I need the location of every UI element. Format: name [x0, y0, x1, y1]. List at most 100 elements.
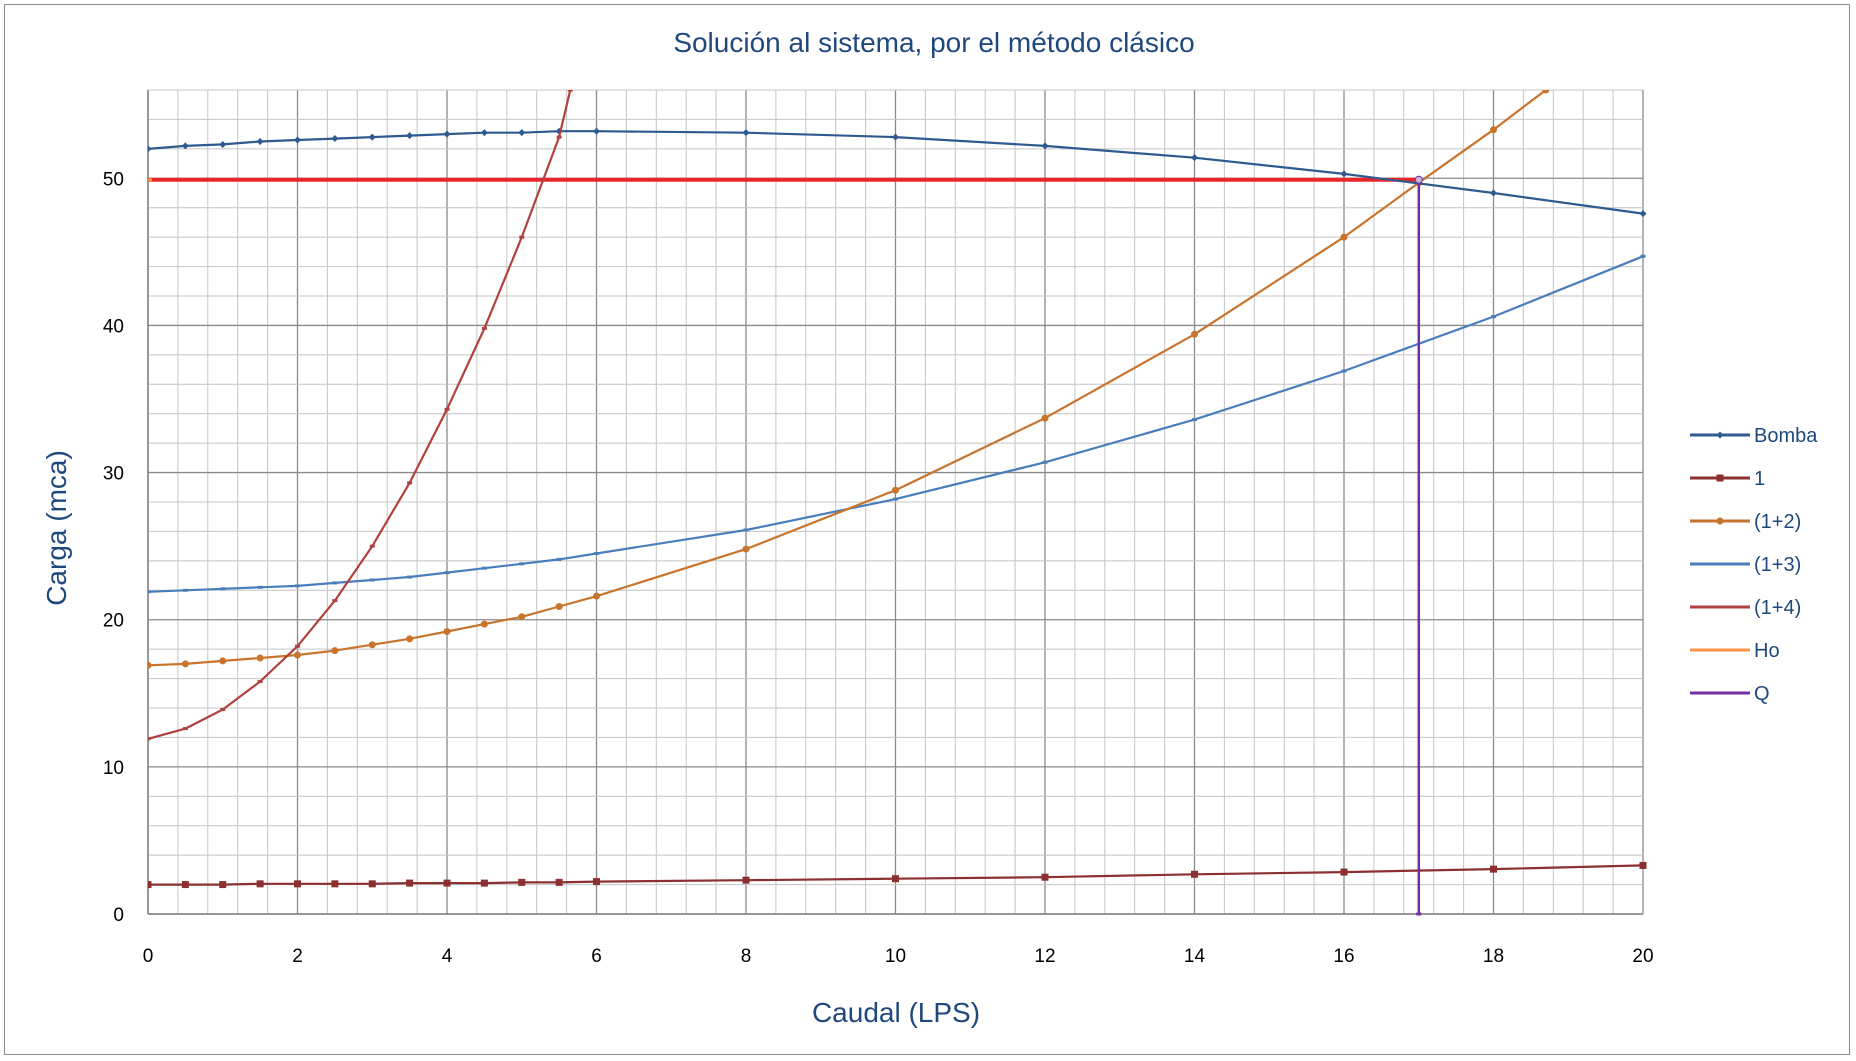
- series-1-point: [1490, 865, 1497, 873]
- series-1-point: [148, 881, 152, 889]
- series-1-2-point: [593, 592, 600, 600]
- series-1-2: [148, 90, 1550, 669]
- series-1-2-point: [742, 545, 750, 553]
- series-1-point: [892, 875, 899, 883]
- x-tick-label: 12: [1034, 946, 1055, 967]
- series-1-3-point: [182, 588, 188, 592]
- series-1-4-point: [332, 599, 338, 603]
- series-ho: [148, 177, 1419, 182]
- series-bomba-point: [1490, 189, 1497, 197]
- intersection-point: [1414, 175, 1423, 184]
- series-1-4-point: [148, 737, 151, 741]
- series-1-point: [256, 880, 264, 888]
- legend-item-1-marker: [1716, 474, 1724, 482]
- series-bomba-point: [219, 140, 227, 148]
- series-bomba-point: [742, 129, 750, 137]
- series-1-point: [480, 879, 488, 887]
- series-1-point: [555, 878, 563, 886]
- series-1-4-point: [481, 326, 487, 330]
- series-1-point: [443, 879, 451, 887]
- legend-item-q: Q: [1690, 683, 1770, 705]
- series-1-point: [1340, 868, 1348, 876]
- series-1-2-point: [518, 613, 526, 621]
- series-bomba-point: [1041, 142, 1049, 150]
- legend-item-bomba-label: Bomba: [1754, 425, 1818, 447]
- series-1-point: [406, 879, 414, 887]
- series-1-3-line: [148, 255, 1644, 593]
- series-1-4-point: [220, 707, 226, 711]
- series-bomba-point: [256, 138, 264, 145]
- y-axis-title: Carga (mca): [41, 450, 72, 606]
- series-1-2-point: [368, 641, 376, 649]
- series-1-4-point: [295, 644, 300, 648]
- legend-item-bomba: Bomba: [1690, 425, 1818, 447]
- legend-item-q-marker: [1717, 691, 1723, 695]
- legend-item-1-3-marker: [1717, 562, 1723, 566]
- legend-item-q-label: Q: [1754, 683, 1770, 705]
- series-bomba-point: [331, 135, 339, 143]
- x-axis-title: Caudal (LPS): [812, 997, 980, 1028]
- series-1-point: [219, 881, 227, 889]
- series-1-3-point: [295, 584, 300, 588]
- series-1-2-point: [181, 660, 189, 668]
- series-1-point: [1639, 861, 1647, 869]
- series-1-3-point: [444, 571, 450, 575]
- legend-item-1-2-marker: [1716, 517, 1724, 525]
- series-1-3-point: [1491, 315, 1496, 319]
- series-bomba-point: [406, 132, 414, 140]
- legend-item-1-3-label: (1+3): [1754, 554, 1801, 576]
- series-bomba-point: [368, 133, 376, 141]
- series-1-point: [742, 876, 750, 884]
- series-1-3-point: [594, 552, 599, 555]
- y-tick-label: 20: [103, 611, 124, 632]
- legend-item-1-4-marker: [1717, 605, 1723, 609]
- x-tick-label: 4: [442, 946, 453, 967]
- series-1-3-point: [1341, 369, 1347, 373]
- series-1-3-point: [1640, 254, 1646, 258]
- series-bomba-point: [148, 145, 152, 153]
- series-1-2-point: [219, 657, 227, 665]
- series-1-4-point: [567, 90, 573, 92]
- axis-ticks: 0 2 4 6 8 10 12 14 16 18 20 0 10 20 30 40 50: [103, 169, 1654, 967]
- x-tick-label: 0: [143, 946, 154, 967]
- series-1-point: [593, 878, 600, 886]
- series-1-3-point: [519, 562, 525, 566]
- x-tick-label: 10: [885, 946, 906, 967]
- series-1-3-point: [1042, 460, 1048, 464]
- series-1-point: [331, 880, 339, 888]
- x-tick-label: 16: [1333, 946, 1354, 967]
- legend: Bomba 1 (1+2) (1+3) (1+4) Ho Q: [1690, 425, 1818, 705]
- series-bomba-point: [294, 136, 301, 144]
- series-1-3-point: [1192, 418, 1197, 422]
- series-1-4-point: [369, 544, 375, 548]
- series-1-2-point: [1041, 414, 1049, 422]
- x-tick-label: 18: [1483, 946, 1504, 967]
- legend-item-bomba-marker: [1716, 431, 1724, 439]
- y-tick-label: 10: [103, 758, 124, 779]
- series-1-4-point: [444, 407, 450, 411]
- series-1-3-point: [893, 497, 898, 501]
- series-1-4: [148, 90, 573, 741]
- series-bomba-point: [1639, 210, 1647, 218]
- series-q-point: [1416, 912, 1422, 916]
- y-tick-label: 0: [113, 905, 124, 926]
- series-1-point: [294, 880, 301, 888]
- legend-item-1-label: 1: [1754, 468, 1765, 490]
- legend-item-1-2: (1+2): [1690, 511, 1801, 533]
- series-1-3-point: [257, 585, 263, 589]
- series-1-line: [148, 864, 1644, 886]
- series-1-2-point: [331, 647, 339, 655]
- legend-item-1-2-label: (1+2): [1754, 511, 1801, 533]
- series-bomba-point: [518, 129, 526, 137]
- legend-item-1-4-label: (1+4): [1754, 597, 1801, 619]
- legend-item-ho-label: Ho: [1754, 640, 1780, 662]
- series-1-2-point: [148, 661, 152, 669]
- chart-title: Solución al sistema, por el método clási…: [673, 27, 1194, 58]
- series-1-4-point: [519, 235, 525, 239]
- series-1-point: [518, 878, 526, 886]
- series-1-point: [181, 881, 189, 889]
- series-1-3-point: [407, 575, 413, 579]
- series-ho-point: [148, 178, 152, 182]
- series-1-2-point: [256, 654, 264, 662]
